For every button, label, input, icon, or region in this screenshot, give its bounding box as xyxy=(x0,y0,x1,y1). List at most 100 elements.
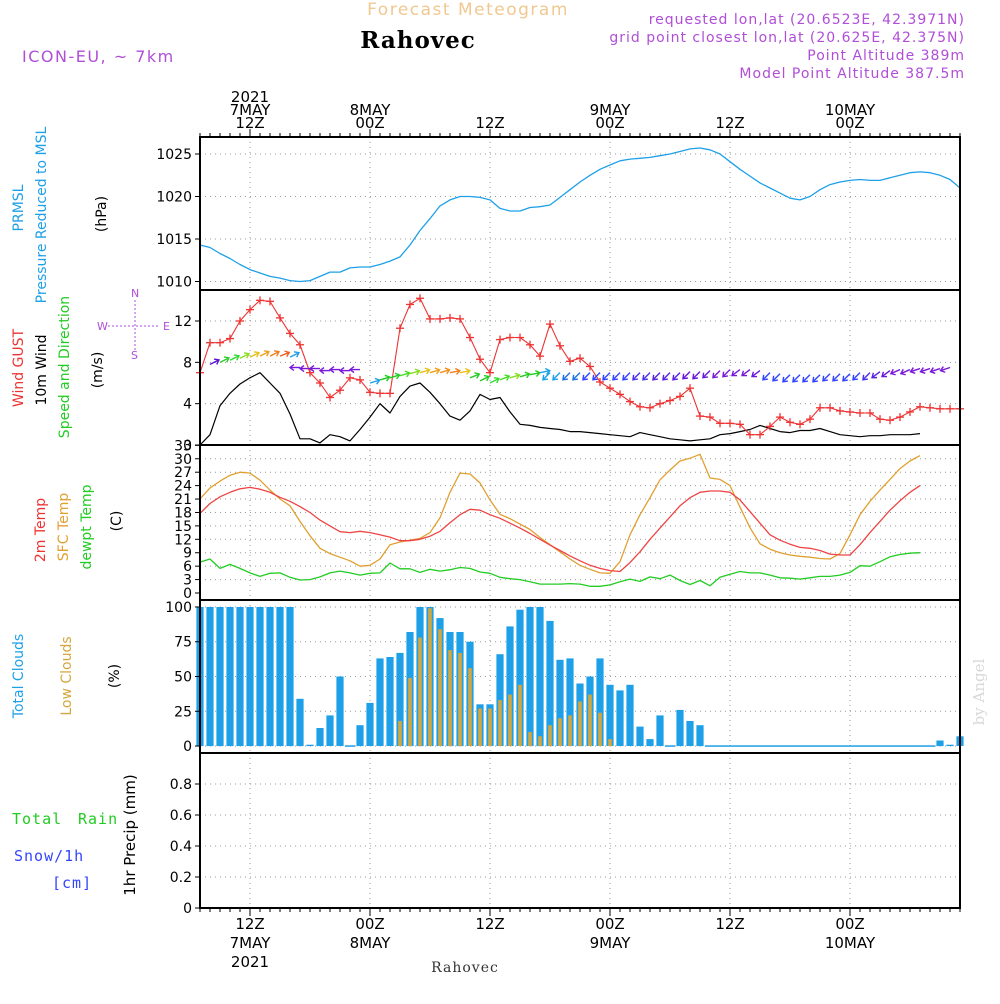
gust-marker xyxy=(306,368,314,377)
y-tick-label: 0.8 xyxy=(170,777,192,793)
speed-direction-label: Speed and Direction xyxy=(57,296,73,438)
wind-arrow-shaft xyxy=(529,372,540,376)
wind-arrow-head xyxy=(751,371,757,378)
wind-arrow-shaft xyxy=(542,372,551,381)
wind-arrow-shaft xyxy=(731,369,741,377)
pressure-line xyxy=(199,147,961,283)
rain-label: Rain xyxy=(78,810,118,828)
low-clouds-label: Low Clouds xyxy=(59,636,75,715)
low-cloud-bar xyxy=(458,652,462,747)
total-cloud-bar xyxy=(226,607,234,747)
y-tick-label: 12 xyxy=(174,532,192,548)
wind-arrow-head xyxy=(792,376,798,383)
wind-arrow-head xyxy=(582,374,588,381)
wind-arrow xyxy=(751,370,761,378)
y-tick-label: 25 xyxy=(174,704,192,720)
wind-arrow-shaft xyxy=(722,369,731,378)
wind-arrow-head xyxy=(862,374,868,381)
wind-arrow xyxy=(259,350,270,357)
wind-arrow xyxy=(289,351,300,358)
wind-arrow xyxy=(459,367,471,375)
gust-marker xyxy=(916,402,924,411)
y-tick-label: 3 xyxy=(183,573,192,589)
low-cloud-bar xyxy=(488,708,492,747)
time-label-bottom: 8MAY xyxy=(350,934,392,952)
wind-arrow-head xyxy=(682,373,688,380)
low-cloud-bar xyxy=(568,715,572,746)
wind-arrow-head xyxy=(514,372,521,380)
wind-arrow-head xyxy=(464,367,471,375)
gust-marker xyxy=(376,389,384,398)
wind-arrow-head xyxy=(253,351,260,358)
low-cloud-bar xyxy=(498,700,502,746)
gust-marker xyxy=(226,334,234,343)
wind-arrow-shaft xyxy=(881,370,891,378)
wind-arrow xyxy=(409,368,421,376)
total-cloud-bar xyxy=(326,715,334,746)
wind-arrow-head xyxy=(562,374,568,381)
time-label-top: 00Z xyxy=(595,114,624,132)
watermark: by Angel xyxy=(970,658,988,725)
wind-arrow-head xyxy=(534,369,541,377)
wind-arrow-shaft xyxy=(930,367,941,373)
dewpt-label: dewpt Temp xyxy=(79,484,95,569)
wind-arrow-head xyxy=(444,367,451,375)
total-cloud-bar xyxy=(626,684,634,746)
wind-arrow-shaft xyxy=(782,374,791,383)
wind-arrow-head xyxy=(622,374,628,381)
t2m-line xyxy=(199,485,921,573)
wind-arrow-head xyxy=(223,356,230,363)
dewpoint-line xyxy=(199,552,921,587)
wind-arrow-shaft xyxy=(672,372,681,381)
total-cloud-bar xyxy=(646,739,654,747)
wind-arrow-shaft xyxy=(369,379,380,384)
y-tick-label: 24 xyxy=(174,479,192,495)
gust-marker xyxy=(516,333,524,342)
time-label-bottom: 12Z xyxy=(715,915,744,933)
gust-marker xyxy=(626,397,634,406)
wind-arrow xyxy=(308,364,320,373)
wind-arrow-shaft xyxy=(572,372,581,381)
time-label-top: 7MAY xyxy=(230,101,272,119)
wind-arrow-head xyxy=(404,370,411,378)
total-cloud-bar xyxy=(366,702,374,746)
wind-arrow xyxy=(702,370,711,379)
wind-arrow-shaft xyxy=(259,351,270,357)
wind-arrow-head xyxy=(414,368,421,376)
wind-arrow xyxy=(219,356,230,363)
wind-arrow xyxy=(582,372,591,381)
low-cloud-bar xyxy=(478,708,482,747)
wind-arrow-head xyxy=(338,367,345,375)
total-cloud-bar xyxy=(526,607,534,747)
wind-arrow xyxy=(939,366,951,373)
total-cloud-bar xyxy=(616,690,624,746)
gust-marker xyxy=(646,403,654,412)
low-cloud-bar xyxy=(438,629,442,746)
wind-arrow-shaft xyxy=(692,371,701,380)
wind-arrow-head xyxy=(454,367,461,375)
wind-arrow-shaft xyxy=(499,375,510,381)
y-tick-label: 9 xyxy=(183,546,192,562)
wind-arrow-head xyxy=(293,351,300,358)
total-cloud-bar xyxy=(246,607,254,747)
total-cloud-bar xyxy=(656,715,664,746)
wind-arrow xyxy=(318,367,330,375)
total-cloud-bar xyxy=(236,607,244,747)
wind-arrow xyxy=(379,374,391,382)
gust-marker xyxy=(836,406,844,415)
gust-marker xyxy=(686,384,694,393)
wind-arrow-head xyxy=(243,352,250,359)
low-cloud-bar xyxy=(418,637,422,747)
wind-arrow-shaft xyxy=(562,372,571,381)
wind-arrow xyxy=(479,374,490,382)
y-tick-label: 8 xyxy=(183,355,192,371)
wind-arrow-head xyxy=(273,350,280,357)
y-tick-label: 0.2 xyxy=(170,870,192,886)
wind-arrow-shaft xyxy=(862,372,871,381)
gust-marker xyxy=(616,390,624,399)
wind-arrow-head xyxy=(919,367,926,374)
compass-icon xyxy=(108,300,160,350)
wind-arrow xyxy=(328,366,340,374)
y-tick-label: 0 xyxy=(183,586,192,602)
